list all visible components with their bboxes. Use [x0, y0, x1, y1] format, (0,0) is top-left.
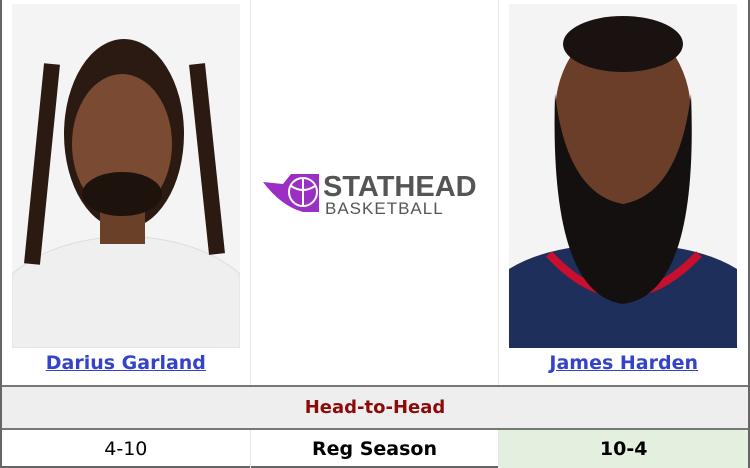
logo-text-basketball: BASKETBALL — [325, 199, 444, 216]
logo-column: STATHEAD BASKETBALL — [251, 0, 500, 385]
player-1-photo — [12, 4, 240, 348]
stathead-basketball-logo: STATHEAD BASKETBALL — [262, 171, 477, 216]
player-1-record: 4-10 — [2, 430, 251, 468]
section-title: Head-to-Head — [2, 385, 748, 430]
player-1-link[interactable]: Darius Garland — [45, 352, 206, 374]
player-2-column: James Harden — [499, 0, 748, 385]
player-2-record: 10-4 — [499, 430, 749, 468]
player-1-column: Darius Garland — [2, 0, 251, 385]
player-2-link[interactable]: James Harden — [549, 352, 698, 374]
table-row: 4-10 Reg Season 10-4 — [2, 430, 749, 468]
row-label: Reg Season — [251, 430, 500, 468]
logo-text-stathead: STATHEAD — [323, 171, 477, 203]
player-2-photo — [509, 4, 738, 348]
